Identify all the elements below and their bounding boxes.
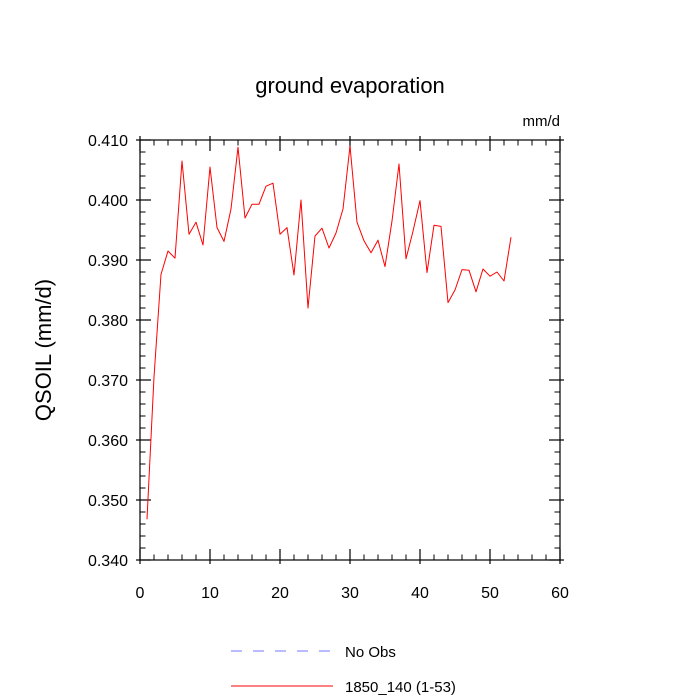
series-line: [146, 145, 512, 520]
x-tick-label: 60: [551, 585, 569, 602]
legend-label-1850-140: 1850_140 (1-53): [345, 679, 456, 696]
x-tick-label: 20: [271, 585, 289, 602]
units-label: mm/d: [523, 113, 561, 130]
y-tick-label: 0.370: [88, 373, 128, 390]
y-tick-label: 0.380: [88, 313, 128, 330]
major-ticks: [136, 136, 564, 564]
y-axis-label: QSOIL (mm/d): [31, 279, 56, 421]
plot-frame: [139, 139, 561, 561]
series-lines: [146, 145, 512, 520]
x-tick-labels: 0 10 20 30 40 50 60: [136, 585, 569, 602]
y-tick-label: 0.410: [88, 133, 128, 150]
y-tick-label: 0.400: [88, 193, 128, 210]
x-tick-label: 40: [411, 585, 429, 602]
y-tick-label: 0.360: [88, 433, 128, 450]
x-tick-label: 0: [136, 585, 145, 602]
legend: No Obs 1850_140 (1-53): [231, 644, 456, 696]
y-tick-label: 0.340: [88, 553, 128, 570]
x-tick-label: 50: [481, 585, 499, 602]
y-tick-label: 0.350: [88, 493, 128, 510]
chart-title: ground evaporation: [255, 73, 445, 98]
y-tick-labels: 0.340 0.350 0.360 0.370 0.380 0.390 0.400 0.410: [88, 133, 128, 570]
y-tick-label: 0.390: [88, 253, 128, 270]
x-tick-label: 30: [341, 585, 359, 602]
x-tick-label: 10: [201, 585, 219, 602]
minor-ticks: [139, 139, 561, 561]
legend-label-no-obs: No Obs: [345, 644, 396, 661]
